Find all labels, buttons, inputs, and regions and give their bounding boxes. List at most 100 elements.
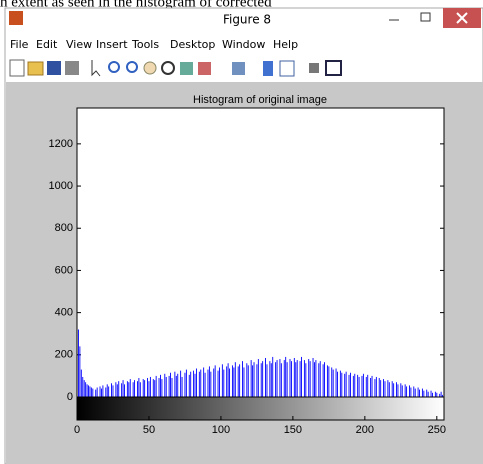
bar	[337, 371, 338, 397]
bar	[214, 365, 216, 397]
tool-zoom-out[interactable]	[126, 61, 138, 73]
tool-brush[interactable]	[198, 62, 211, 75]
bar	[142, 379, 144, 397]
bar	[262, 361, 264, 397]
tool-select[interactable]	[91, 60, 101, 77]
bar	[388, 382, 390, 397]
bar	[442, 394, 444, 397]
bar	[423, 390, 425, 397]
bar	[378, 378, 380, 397]
y-tick-label: 200	[55, 349, 73, 361]
menu-item[interactable]: File	[10, 38, 29, 51]
bar	[427, 391, 429, 397]
bar	[118, 381, 120, 397]
bar	[86, 384, 88, 397]
bar	[328, 366, 330, 397]
bar	[171, 378, 173, 397]
menu-item[interactable]: Window	[222, 38, 265, 51]
tool-legend[interactable]	[279, 60, 295, 77]
bar	[152, 379, 154, 397]
tool-link[interactable]	[232, 62, 245, 75]
bar	[319, 361, 321, 397]
bar	[122, 380, 124, 397]
bar	[96, 387, 98, 397]
bar	[95, 389, 97, 397]
bar	[126, 381, 128, 397]
menu-item[interactable]: Edit	[36, 38, 58, 51]
bar	[257, 359, 259, 397]
tool-colorbar[interactable]	[263, 61, 273, 76]
minimize[interactable]	[380, 9, 410, 27]
bar	[138, 378, 140, 397]
bar	[318, 363, 320, 397]
bar	[102, 385, 104, 397]
bar	[194, 373, 196, 397]
bar	[276, 360, 278, 397]
bar	[348, 374, 350, 397]
bar	[247, 365, 249, 397]
bar	[404, 384, 406, 397]
y-tick-label: 0	[67, 391, 73, 403]
bar	[414, 388, 416, 397]
plot: 0 200 400 600 800 1000 1200 0 50 100 150 200 250	[49, 138, 446, 436]
bar	[112, 385, 114, 397]
tool-show[interactable]	[325, 60, 342, 76]
bar	[203, 367, 205, 397]
bar	[419, 389, 420, 397]
tool-open[interactable]	[27, 61, 44, 76]
bar	[301, 356, 302, 397]
menu-item[interactable]: Desktop	[170, 38, 215, 51]
bar	[208, 366, 210, 397]
bar	[322, 364, 324, 397]
bar	[256, 364, 258, 397]
bar	[204, 372, 206, 397]
tool-save[interactable]	[47, 61, 61, 75]
bar	[374, 379, 376, 397]
bar	[331, 367, 333, 397]
bar	[223, 369, 225, 397]
y-tick-label: 600	[55, 264, 73, 276]
bar	[161, 379, 163, 397]
menu-item[interactable]: Tools	[131, 38, 159, 51]
menu-item[interactable]: Help	[273, 38, 298, 51]
bar	[296, 360, 298, 397]
bar	[384, 381, 386, 397]
bar	[260, 363, 262, 397]
bar	[432, 392, 433, 397]
bar	[339, 370, 341, 397]
axes-background	[77, 108, 444, 397]
bar	[308, 359, 310, 397]
tool-pan[interactable]	[143, 61, 157, 75]
y-tick-label: 400	[55, 307, 73, 319]
bar	[315, 360, 317, 397]
bar	[397, 384, 399, 397]
tool-datacursor[interactable]	[180, 62, 193, 75]
bar	[242, 361, 243, 397]
menu-item[interactable]: View	[66, 38, 92, 51]
bar	[149, 376, 151, 397]
tool-new[interactable]	[9, 59, 25, 77]
bar	[105, 387, 107, 397]
menu-item[interactable]: Insert	[96, 38, 128, 51]
tool-print[interactable]	[65, 61, 79, 75]
bar	[168, 375, 170, 397]
tool-rotate[interactable]	[161, 61, 175, 75]
tool-hide[interactable]	[309, 63, 319, 73]
maximize[interactable]	[411, 9, 441, 27]
bar	[99, 386, 101, 397]
tool-zoom-in[interactable]	[108, 61, 120, 73]
bar	[129, 379, 131, 397]
bar	[243, 367, 245, 397]
bar	[396, 382, 397, 397]
bar	[275, 362, 277, 397]
x-tick-label: 250	[428, 424, 446, 436]
bar	[134, 380, 136, 397]
bar	[154, 380, 156, 397]
bar	[188, 374, 190, 397]
toolbar	[9, 59, 342, 77]
bar	[344, 373, 346, 397]
context-text: h extent as seen in the histogram of cor…	[0, 0, 272, 10]
bar	[391, 381, 393, 397]
bar	[227, 363, 229, 397]
bar	[246, 363, 248, 397]
